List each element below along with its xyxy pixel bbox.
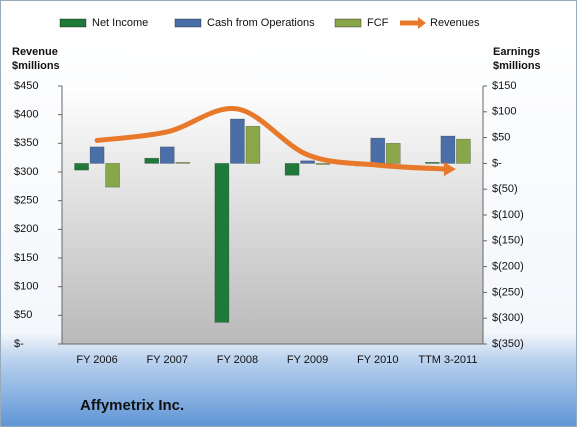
- y-tick-label: $400: [14, 109, 38, 121]
- bar: [284, 163, 300, 176]
- y2-tick-label: $(250): [492, 286, 524, 298]
- y-tick-label: $150: [14, 252, 38, 264]
- y2-tick-label: $(150): [492, 235, 524, 247]
- bar: [385, 142, 401, 164]
- legend-label: FCF: [367, 17, 389, 29]
- y2-tick-label: $(50): [492, 183, 518, 195]
- y2-tick-label: $-: [492, 157, 502, 169]
- y2-tick-label: $(300): [492, 312, 524, 324]
- y-tick-label: $350: [14, 137, 38, 149]
- y-axis-title: Revenue: [12, 46, 58, 58]
- y2-tick-label: $50: [492, 132, 510, 144]
- y-tick-label: $250: [14, 195, 38, 207]
- bar: [315, 163, 331, 165]
- bar: [456, 138, 471, 164]
- arrow-head: [443, 162, 456, 177]
- y2-tick-label: $(350): [492, 338, 524, 350]
- x-tick-label: FY 2007: [147, 354, 188, 366]
- legend-label: Net Income: [92, 17, 148, 29]
- y2-tick-label: $100: [492, 106, 516, 118]
- legend-label: Cash from Operations: [207, 17, 315, 29]
- bar: [144, 157, 160, 164]
- bar: [425, 162, 440, 164]
- y2-axis-title: $millions: [493, 60, 541, 72]
- y-tick-label: $300: [14, 166, 38, 178]
- bar: [230, 118, 245, 164]
- bar: [245, 125, 261, 164]
- x-tick-label: FY 2009: [287, 354, 328, 366]
- x-tick-label: FY 2008: [217, 354, 258, 366]
- bar: [370, 137, 386, 164]
- legend-label: Revenues: [430, 17, 480, 29]
- bar: [105, 163, 120, 188]
- legend-swatch: [59, 18, 87, 28]
- y-tick-label: $200: [14, 223, 38, 235]
- y2-tick-label: $(100): [492, 209, 524, 221]
- y2-axis-title: Earnings: [493, 46, 540, 58]
- bar: [159, 146, 175, 164]
- bar: [440, 135, 456, 164]
- bar: [175, 162, 191, 164]
- legend-swatch: [418, 17, 426, 29]
- legend-swatch: [174, 18, 202, 28]
- x-tick-label: FY 2010: [357, 354, 398, 366]
- y-tick-label: $50: [14, 309, 32, 321]
- chart-title: Affymetrix Inc.: [80, 397, 184, 414]
- legend-swatch: [334, 18, 362, 28]
- line: [94, 106, 451, 172]
- x-tick-label: FY 2006: [76, 354, 117, 366]
- y-tick-label: $100: [14, 281, 38, 293]
- y2-tick-label: $(200): [492, 261, 524, 273]
- x-tick-label: TTM 3-2011: [418, 354, 477, 366]
- bar: [214, 163, 230, 323]
- y2-tick-label: $150: [492, 80, 516, 92]
- y-tick-label: $450: [14, 80, 38, 92]
- plot-area: [62, 86, 483, 344]
- bar: [300, 160, 315, 164]
- y-axis-title: $millions: [12, 60, 60, 72]
- y-tick-label: $-: [14, 338, 24, 350]
- bar: [89, 146, 105, 164]
- bar: [74, 163, 89, 171]
